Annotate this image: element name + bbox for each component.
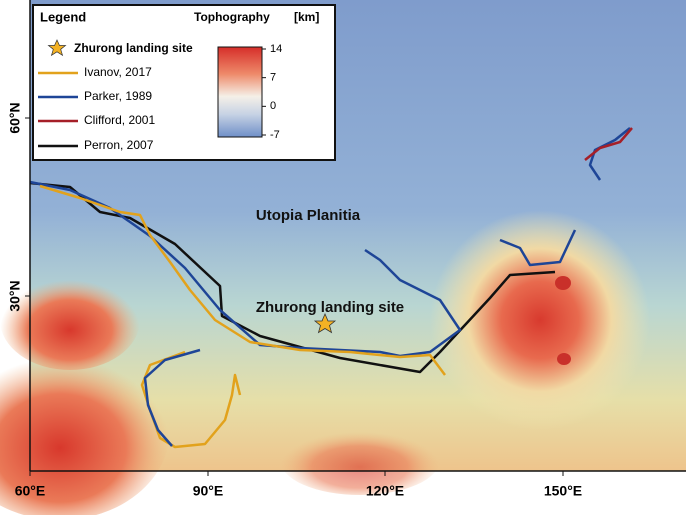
lon-label: 120°E xyxy=(366,483,404,499)
parker-line xyxy=(143,348,201,447)
axes: 60°N 30°N 60°E 90°E 120°E 150°E xyxy=(7,0,686,499)
lat-label: 30°N xyxy=(7,280,23,311)
colorbar-unit: [km] xyxy=(294,10,319,24)
terrain-high xyxy=(0,270,140,370)
colorbar-tick-label: 0 xyxy=(270,100,276,112)
terrain-high xyxy=(280,425,440,495)
elysium-dome xyxy=(430,210,650,430)
site-label: Zhurong landing site xyxy=(256,299,404,316)
clifford-line xyxy=(584,127,633,161)
legend-entry: Perron, 2007 xyxy=(84,138,154,152)
parker-line xyxy=(499,229,577,267)
colorbar-title: Tophography xyxy=(194,10,270,24)
parker-line xyxy=(29,180,462,358)
colorbar-tick-label: -7 xyxy=(270,129,280,141)
volcano xyxy=(557,353,571,365)
colorbar-ticks: 14 7 0 -7 xyxy=(262,43,282,141)
legend: Legend Tophography [km] Zhurong landing … xyxy=(32,4,336,161)
legend-entry: Clifford, 2001 xyxy=(84,113,155,127)
legend-box xyxy=(32,4,336,161)
lon-label: 150°E xyxy=(544,483,582,499)
lon-label: 90°E xyxy=(193,483,224,499)
landing-site-marker xyxy=(313,312,337,334)
shorelines xyxy=(29,127,633,449)
lat-label: 60°N xyxy=(7,102,23,133)
legend-entry: Ivanov, 2017 xyxy=(84,65,152,79)
legend-entry: Zhurong landing site xyxy=(74,41,193,55)
parker-line xyxy=(588,127,631,181)
colorbar-tick-label: 14 xyxy=(270,43,282,55)
region-label: Utopia Planitia xyxy=(256,207,361,224)
colorbar xyxy=(217,46,263,138)
legend-star xyxy=(47,39,67,57)
lon-label: 60°E xyxy=(15,483,46,499)
volcano xyxy=(555,276,571,290)
legend-title: Legend xyxy=(40,9,86,24)
perron-line xyxy=(29,181,556,374)
legend-entry: Parker, 1989 xyxy=(84,89,152,103)
ivanov-line xyxy=(39,184,446,376)
colorbar-tick-label: 7 xyxy=(270,72,276,84)
